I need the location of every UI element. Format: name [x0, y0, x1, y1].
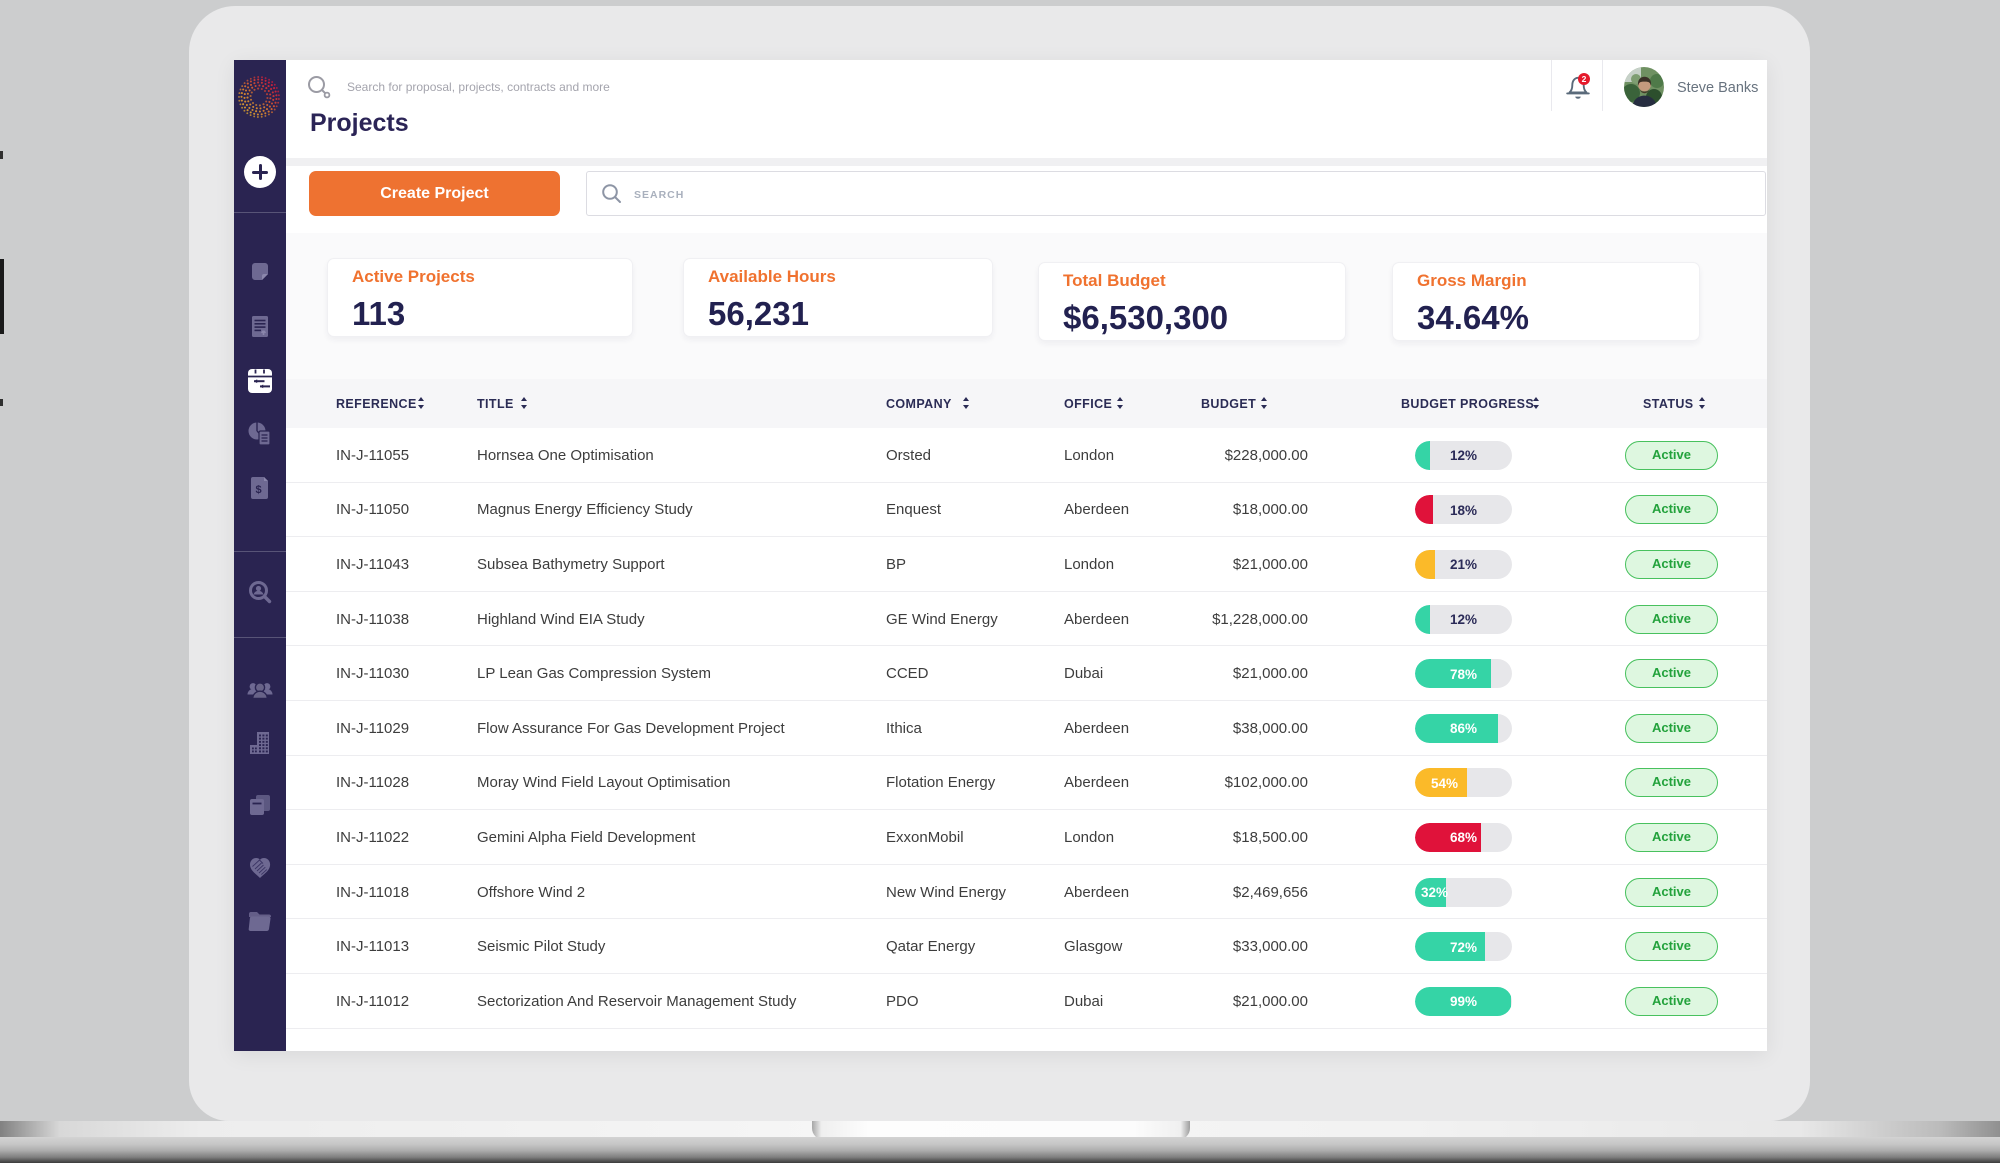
svg-text:$: $	[255, 484, 261, 496]
